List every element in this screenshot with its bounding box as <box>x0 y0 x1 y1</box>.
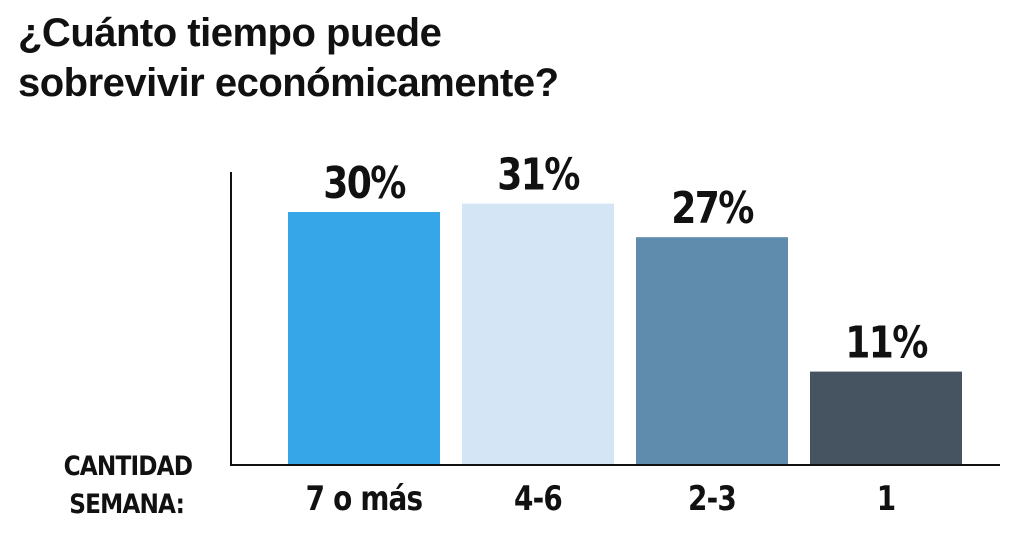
x-axis-title-line-2: SEMANA: <box>69 489 185 520</box>
bar-0 <box>288 212 440 464</box>
chart-title: ¿Cuánto tiempo puede sobrevivir económic… <box>18 8 778 108</box>
x-axis-title: CANTIDAD SEMANA: <box>63 448 193 524</box>
x-axis-title-line-1: CANTIDAD <box>63 451 193 482</box>
value-label-0: 30% <box>323 159 406 209</box>
chart-title-line-2: sobrevivir económicamente? <box>18 61 559 105</box>
value-labels-group: 30% 31% 27% 11% <box>323 150 929 368</box>
value-label-1: 31% <box>497 150 580 200</box>
bars-group <box>288 203 962 464</box>
bar-1 <box>462 203 614 464</box>
bar-3 <box>810 371 962 464</box>
x-tick-label-1: 4-6 <box>514 479 562 518</box>
x-tick-label-2: 2-3 <box>688 479 736 518</box>
x-tick-label-0: 7 o más <box>306 479 423 518</box>
tick-labels-group: 7 o más 4-6 2-3 1 <box>306 479 896 518</box>
value-label-3: 11% <box>845 318 928 368</box>
bar-2 <box>636 237 788 464</box>
x-tick-label-3: 1 <box>877 479 896 518</box>
value-label-2: 27% <box>671 184 754 234</box>
chart-title-line-1: ¿Cuánto tiempo puede <box>18 11 442 55</box>
